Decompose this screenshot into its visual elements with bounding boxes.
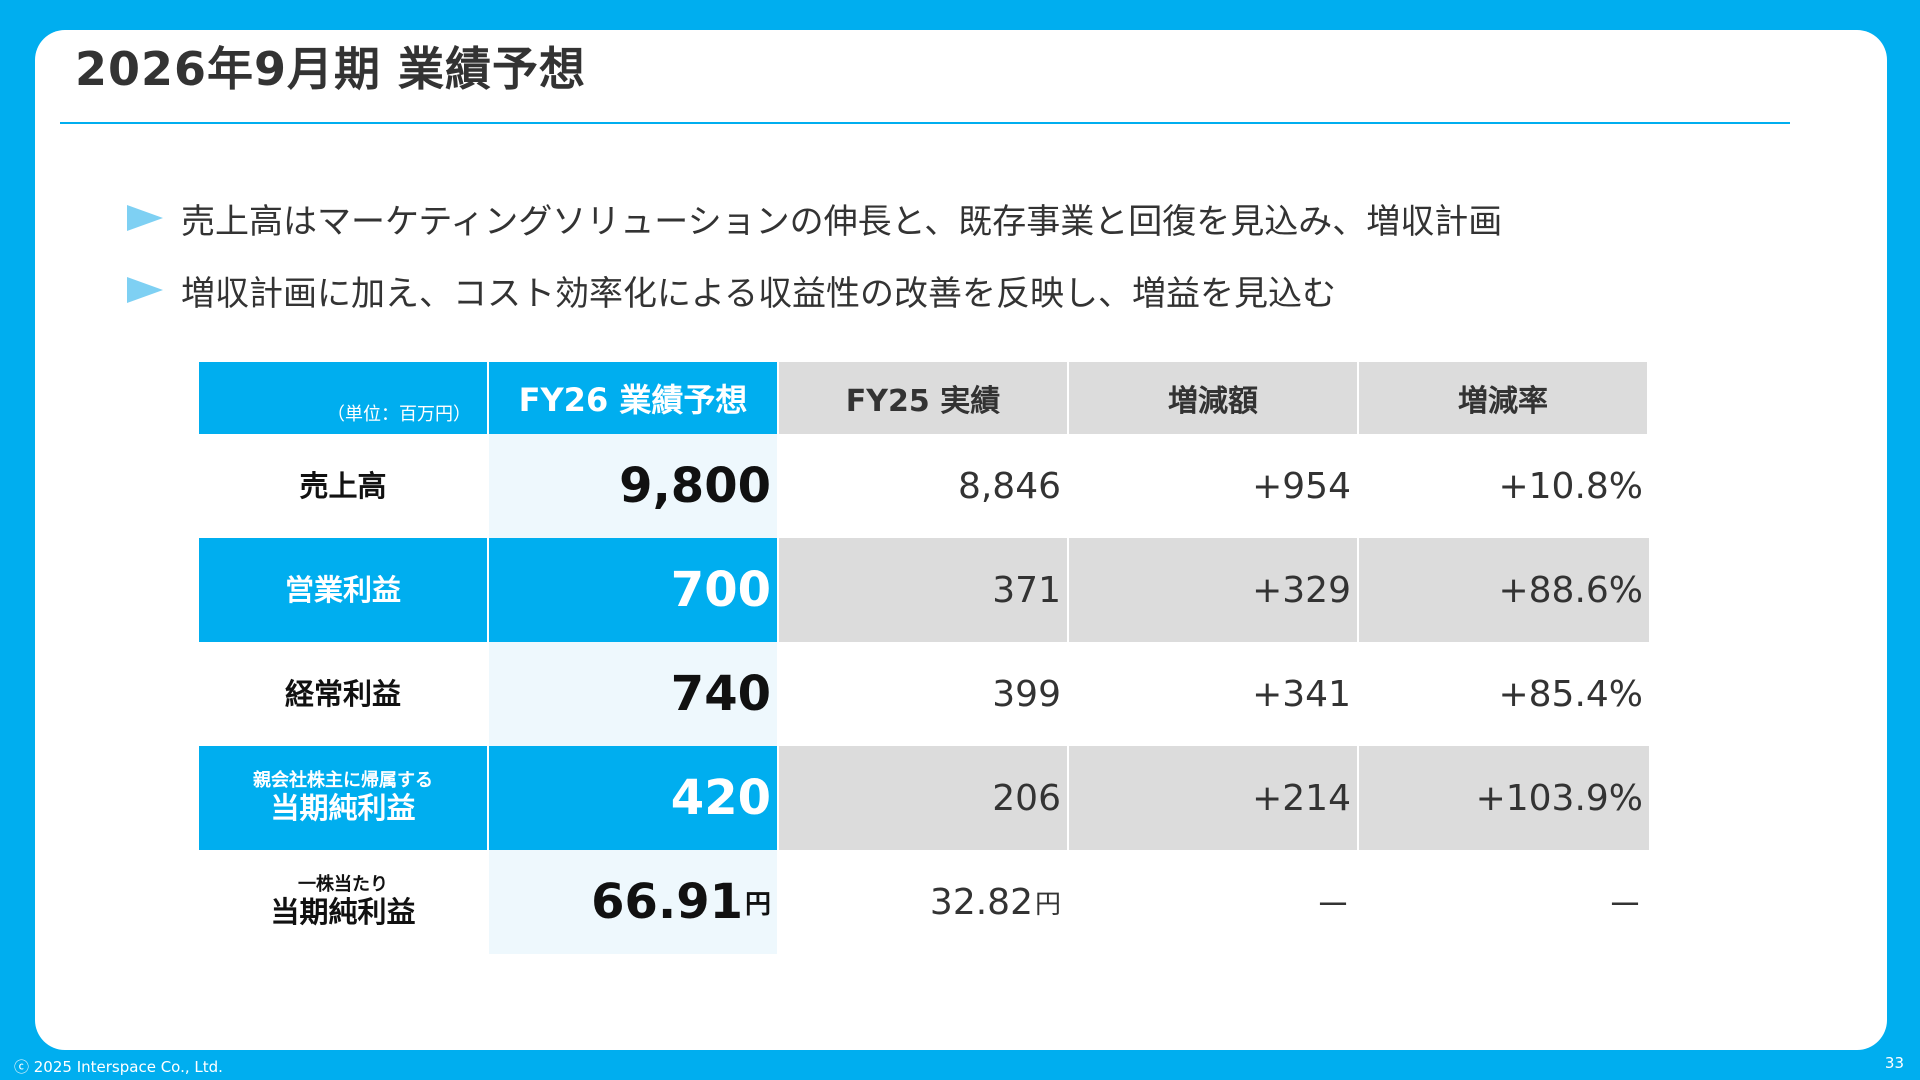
- fy26-value: 9,800: [489, 434, 779, 538]
- yen-unit: 円: [744, 889, 771, 920]
- change-rate: +10.8%: [1359, 434, 1649, 538]
- change-rate: +103.9%: [1359, 746, 1649, 850]
- bullet-item: 増収計画に加え、コスト効率化による収益性の改善を反映し、増益を見込む: [127, 254, 1502, 326]
- slide-title: 2026年9月期 業績予想: [75, 42, 587, 96]
- row-label-text: 営業利益: [284, 572, 401, 607]
- fy25-value: 371: [779, 538, 1069, 642]
- fy25-value: 399: [779, 642, 1069, 746]
- change-amount: +329: [1069, 538, 1359, 642]
- header-fy25-actual: FY25 実績: [779, 362, 1069, 434]
- row-label-subtext: 親会社株主に帰属する: [253, 769, 433, 791]
- yen-unit: 円: [1034, 889, 1061, 920]
- change-amount: +214: [1069, 746, 1359, 850]
- fy26-value-number: 66.91: [591, 874, 743, 930]
- fy26-value: 700: [489, 538, 779, 642]
- header-change-rate: 増減率: [1359, 362, 1649, 434]
- row-label-text: 当期純利益: [270, 895, 416, 930]
- triangle-bullet-icon: [127, 277, 163, 303]
- bullet-text: 増収計画に加え、コスト効率化による収益性の改善を反映し、増益を見込む: [181, 273, 1336, 314]
- fy26-value: 66.91 円: [489, 850, 779, 954]
- unit-label: （単位：百万円）: [199, 362, 489, 434]
- change-rate: －: [1359, 850, 1649, 954]
- row-label: 営業利益: [199, 538, 489, 642]
- row-label: 一株当たり 当期純利益: [199, 850, 489, 954]
- fy25-value: 8,846: [779, 434, 1069, 538]
- fy25-value-number: 32.82: [929, 881, 1033, 923]
- bullet-text: 売上高はマーケティングソリューションの伸長と、既存事業と回復を見込み、増収計画: [181, 201, 1503, 242]
- header-fy26-forecast: FY26 業績予想: [489, 362, 779, 434]
- row-label-subtext: 一株当たり: [298, 873, 388, 895]
- change-rate: +85.4%: [1359, 642, 1649, 746]
- change-amount: －: [1069, 850, 1359, 954]
- change-amount: +954: [1069, 434, 1359, 538]
- row-label: 経常利益: [199, 642, 489, 746]
- bullet-item: 売上高はマーケティングソリューションの伸長と、既存事業と回復を見込み、増収計画: [127, 182, 1502, 254]
- fy25-value: 32.82 円: [779, 850, 1069, 954]
- copyright-footer: ⓒ 2025 Interspace Co., Ltd.: [14, 1058, 223, 1076]
- row-label: 売上高: [199, 434, 489, 538]
- row-label-text: 当期純利益: [270, 791, 416, 826]
- forecast-table: （単位：百万円） FY26 業績予想 FY25 実績 増減額 増減率 売上高 9…: [199, 362, 1649, 954]
- fy26-value: 420: [489, 746, 779, 850]
- triangle-bullet-icon: [127, 205, 163, 231]
- row-label-text: 売上高: [299, 468, 387, 503]
- change-amount: +341: [1069, 642, 1359, 746]
- fy26-value: 740: [489, 642, 779, 746]
- row-label: 親会社株主に帰属する 当期純利益: [199, 746, 489, 850]
- header-change-amount: 増減額: [1069, 362, 1359, 434]
- fy25-value: 206: [779, 746, 1069, 850]
- row-label-text: 経常利益: [284, 676, 401, 711]
- bullet-list: 売上高はマーケティングソリューションの伸長と、既存事業と回復を見込み、増収計画 …: [127, 182, 1502, 326]
- page-number: 33: [1884, 1054, 1904, 1072]
- title-divider: [60, 122, 1790, 124]
- change-rate: +88.6%: [1359, 538, 1649, 642]
